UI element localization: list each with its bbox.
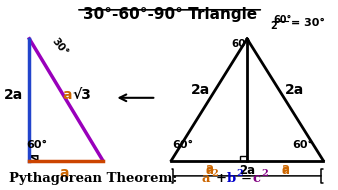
Text: 2a: 2a [4, 88, 23, 102]
Text: =: = [240, 172, 251, 185]
Text: Pythagorean Theorem:: Pythagorean Theorem: [9, 172, 178, 185]
Text: 60°: 60° [172, 140, 194, 150]
Text: 2: 2 [236, 169, 243, 178]
Text: 2a: 2a [239, 164, 255, 177]
Text: a: a [282, 162, 290, 175]
Text: √3: √3 [73, 88, 92, 102]
Text: 2a: 2a [191, 83, 210, 97]
Text: 60°: 60° [293, 140, 314, 150]
Text: c: c [252, 172, 261, 185]
Text: a: a [60, 166, 69, 180]
Text: a: a [282, 164, 290, 177]
Text: = 30°: = 30° [291, 18, 324, 28]
Text: +: + [216, 172, 227, 185]
Text: 2: 2 [211, 169, 218, 178]
Text: 2a: 2a [285, 83, 305, 97]
Text: 2: 2 [270, 21, 276, 31]
Text: 60°: 60° [231, 39, 251, 48]
Text: a: a [205, 162, 213, 175]
Text: a: a [63, 88, 72, 102]
Text: 30°-60°-90° Triangle: 30°-60°-90° Triangle [82, 7, 257, 22]
Text: a: a [205, 164, 213, 177]
Text: 30°: 30° [50, 36, 70, 58]
Text: 60°: 60° [273, 15, 292, 25]
Text: b: b [227, 172, 236, 185]
Text: a: a [202, 172, 210, 185]
Text: 2: 2 [262, 169, 269, 178]
Text: 60°: 60° [26, 140, 47, 150]
